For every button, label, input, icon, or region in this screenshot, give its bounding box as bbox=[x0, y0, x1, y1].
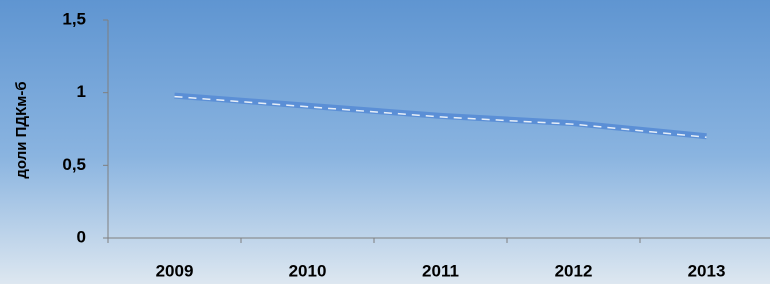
x-tick-label: 2012 bbox=[555, 261, 593, 280]
x-tick-label: 2011 bbox=[422, 261, 459, 280]
y-axis-label: доли ПДКм-б bbox=[13, 81, 30, 178]
x-tick-label: 2009 bbox=[156, 261, 194, 280]
chart: доли ПДКм-б 0 0,5 1 1,5 2009 2010 2011 2012 2013 bbox=[0, 0, 770, 284]
y-tick-label: 1 bbox=[77, 82, 86, 101]
background bbox=[0, 0, 770, 284]
y-tick-label: 0,5 bbox=[62, 155, 86, 174]
x-tick-label: 2010 bbox=[289, 261, 327, 280]
y-tick-label: 1,5 bbox=[62, 9, 86, 28]
y-tick-label: 0 bbox=[77, 227, 86, 246]
x-tick-label: 2013 bbox=[688, 261, 726, 280]
